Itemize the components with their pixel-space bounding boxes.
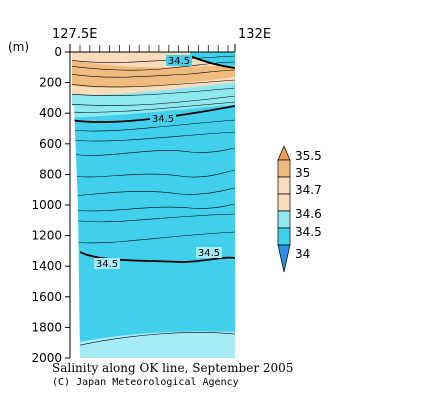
colorbar-seg-35-0 [277, 159, 291, 178]
contour-line [72, 213, 235, 223]
lon-label-left: 127.5E [52, 27, 97, 42]
y-tick-label: 800 [39, 167, 62, 181]
contour-line [72, 55, 235, 63]
contour-34-5-deep [79, 251, 235, 263]
colorbar-seg-34-5 [277, 210, 291, 229]
contour-label: 34.5 [168, 56, 190, 67]
colorbar-label: 34.5 [295, 225, 322, 239]
contour-line [75, 332, 235, 347]
colorbar-label: 35 [295, 166, 310, 180]
y-tick-label: 200 [39, 76, 62, 90]
y-tick-label: 600 [39, 137, 62, 151]
contour-line [72, 95, 235, 106]
fill-34-5-band [72, 98, 235, 350]
y-tick-label: 1200 [31, 229, 62, 243]
contour-34-5-upper [189, 55, 235, 69]
salinity-fill [72, 52, 235, 358]
contour-line [72, 101, 235, 113]
y-tick-label: 400 [39, 106, 62, 120]
thin-contours [72, 55, 235, 347]
contour-label: 34.5 [96, 259, 118, 270]
y-tick-label: 1800 [31, 320, 62, 334]
colorbar: 35.5 35 34.7 34.6 34.5 34 [277, 145, 322, 273]
colorbar-top-cap [277, 145, 291, 161]
y-tick-label: 2000 [31, 351, 62, 365]
axes: 0 200 400 600 800 1000 1200 1400 1600 1800 2000 12… [8, 27, 271, 365]
colorbar-label: 34.6 [295, 207, 322, 221]
y-tick-label: 1000 [31, 198, 62, 212]
chart-caption: Salinity along OK line, September 2005 [52, 361, 294, 375]
fill-34-6-band [72, 80, 235, 118]
contour-line [72, 147, 235, 156]
lon-label-right: 132E [238, 27, 271, 42]
y-axis-ticks: 0 200 400 600 800 1000 1200 1400 1600 1800 2000 [31, 45, 70, 365]
contour-line [72, 119, 235, 132]
y-tick-label: 1400 [31, 259, 62, 273]
y-axis-unit: (m) [8, 40, 29, 54]
contour-label: 34.5 [152, 114, 174, 125]
colorbar-label: 35.5 [295, 149, 322, 163]
fill-35-0-core [72, 60, 235, 88]
station-ticks [79, 45, 229, 52]
contour-line [72, 61, 235, 71]
contour-line [72, 187, 235, 197]
thick-34-5-contours [72, 55, 235, 263]
colorbar-seg-34-6 [277, 193, 291, 212]
colorbar-bottom-cap [277, 244, 291, 273]
contour-line [72, 131, 235, 142]
contour-34-5-mid [72, 105, 235, 123]
contour-line [72, 87, 235, 96]
contour-line [72, 69, 235, 78]
chart-credit: (C) Japan Meteorological Agency [52, 377, 239, 388]
fill-bottom-deep-water [72, 331, 235, 358]
contour-line [72, 169, 235, 178]
contour-line [72, 203, 235, 212]
colorbar-label: 34.7 [295, 183, 322, 197]
colorbar-label: 34 [295, 247, 310, 261]
y-tick-label: 1600 [31, 290, 62, 304]
colorbar-seg-34-7 [277, 176, 291, 195]
contour-value-labels: 34.5 34.5 34.5 34.5 [94, 55, 222, 270]
contour-line [72, 231, 235, 244]
colorbar-seg-34-0 [277, 227, 291, 246]
contour-label: 34.5 [198, 248, 220, 259]
contour-line [72, 79, 235, 88]
y-tick-label: 0 [54, 45, 62, 59]
